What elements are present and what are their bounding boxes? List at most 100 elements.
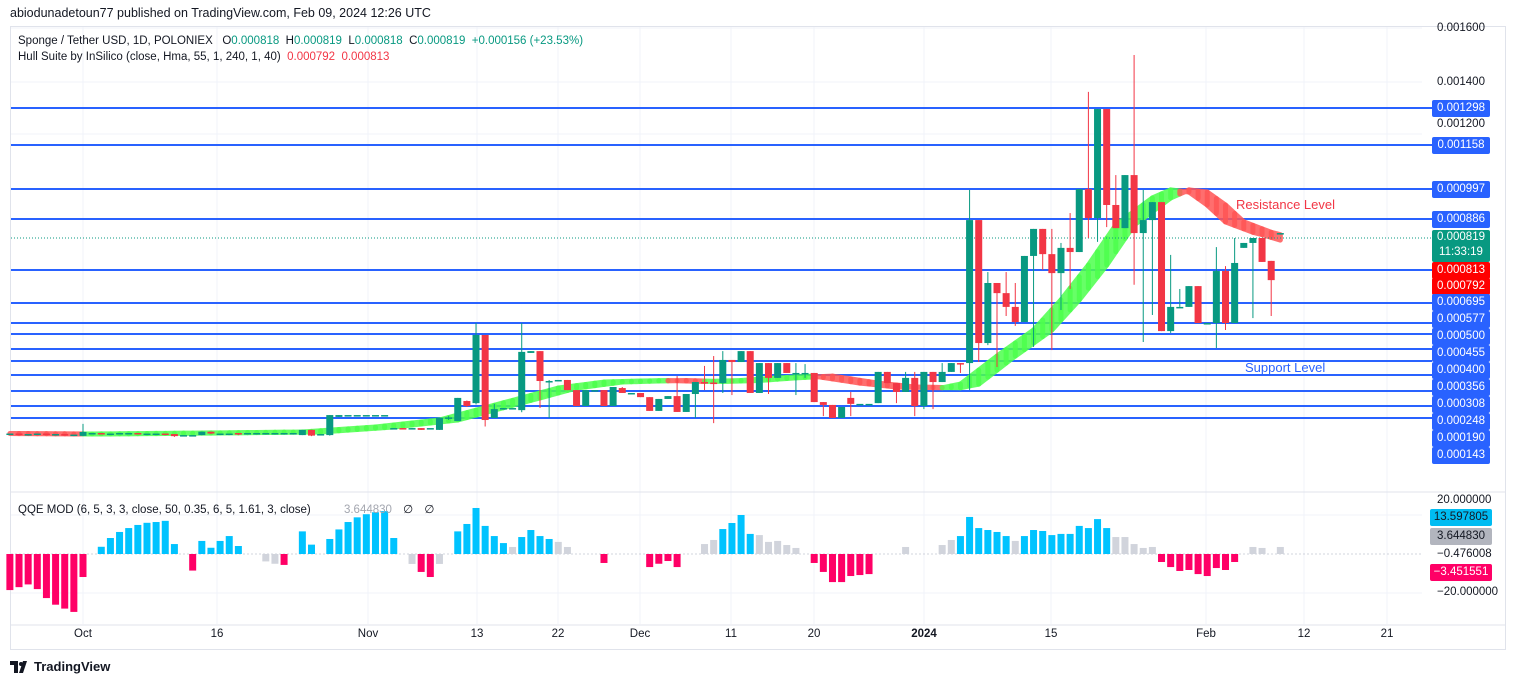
candle-down [1158,202,1166,332]
level-price-label: 0.000455 [1432,345,1490,362]
candle-up [180,435,188,437]
qqe-histogram-bar [1249,546,1257,554]
time-tick-label: 12 [1297,628,1311,640]
candle-body [792,372,800,375]
price-tick-label: 0.001400 [1437,76,1485,88]
qqe-value: 3.644830 [343,504,392,516]
qqe-histogram-bar [1231,554,1239,562]
candle-body [956,363,964,365]
candle-body [70,434,78,437]
candle-body [755,363,763,393]
candle-up [24,434,32,436]
candle-up [289,433,297,435]
candle-body [1094,109,1102,218]
qqe-histogram-bar [783,545,791,554]
candle-up [353,415,361,417]
qqe-histogram-bar [1112,537,1120,554]
level-price-label: 0.000577 [1432,311,1490,328]
candle-down [399,428,407,430]
candle-up [381,415,389,417]
candle-up [1212,247,1220,348]
candle-body [88,433,96,435]
candle-body [828,404,836,418]
qqe-name[interactable]: QQE MOD (6, 5, 3, 3, close, 50, 0.35, 6,… [18,504,311,516]
candle-down [536,351,544,409]
candle-body [947,363,955,372]
candle-down [1194,286,1202,324]
candle-down [1267,260,1275,317]
candle-down [563,379,571,391]
candle-down [234,433,242,436]
change-value: +0.000156 (+23.53%) [471,35,584,47]
candle-body [317,434,325,436]
qqe-histogram-bar [1121,537,1129,554]
candle-up [1203,323,1211,325]
candle-body [207,431,215,434]
qqe-histogram-bar [938,545,946,554]
qqe-histogram-bar [1039,530,1047,554]
candle-body [509,408,517,410]
symbol-name[interactable]: Sponge / Tether USD, 1D, POLONIEX [18,35,213,47]
qqe-histogram-bar [435,554,443,564]
qqe-histogram-bar [463,523,471,554]
candle-body [33,433,41,436]
candle-down [637,392,645,398]
candle-up [1075,189,1083,253]
candle-up [143,433,151,436]
candle-body [1039,228,1047,255]
candle-body [381,415,389,417]
qqe-histogram-bar [262,554,270,562]
qqe-histogram-bar [1212,554,1220,569]
tradingview-logo[interactable]: TradingView [10,659,110,674]
candle-down [97,433,105,435]
candle-body [408,428,416,430]
candle-down [463,400,471,408]
qqe-histogram-bar [1011,540,1019,554]
candle-down [308,429,315,437]
candle-body [143,433,151,436]
candle-body [691,382,699,395]
low-value: 0.000818 [354,35,403,47]
candle-up [682,394,690,412]
qqe-histogram-bar [646,554,654,568]
candle-up [1176,288,1184,309]
candle-up [902,371,910,392]
candle-body [1185,286,1193,307]
hull-name[interactable]: Hull Suite by InSilico (close, Hma, 55, … [18,51,281,63]
qqe-na-1: ∅ [403,504,414,516]
publish-line: abiodunadetoun77 published on TradingVie… [10,6,431,20]
candle-down [746,351,754,393]
candle-up [1249,238,1257,319]
candle-up [1231,238,1239,324]
qqe-histogram-bar [417,554,425,572]
qqe-histogram-bar [563,546,571,554]
candle-body [911,377,919,406]
candle-body [1158,202,1166,332]
candle-body [490,409,498,418]
candle-up [920,371,928,410]
candle-up [509,408,517,410]
candle-up [874,371,882,404]
last-price-label: 0.000819 11:33:19 [1432,230,1490,262]
time-tick-label: 15 [1044,628,1058,640]
candle-body [801,372,809,375]
candle-up [445,416,453,421]
qqe-histogram-bar [362,514,370,554]
candle-up [774,363,782,378]
candle-body [6,433,14,436]
candle-down [42,433,50,436]
candle-body [746,351,754,393]
level-price-label: 0.000500 [1432,328,1490,345]
candle-body [481,334,489,421]
qqe-histogram-bar [6,554,14,591]
candle-body [1121,175,1129,229]
level-price-label: 0.000308 [1432,396,1490,413]
candle-body [472,334,480,404]
candle-up [947,363,955,372]
candle-down [600,390,608,406]
candle-body [15,433,23,436]
qqe-histogram-bar [737,515,745,554]
qqe-histogram-bar [1002,536,1010,554]
candle-up [371,415,379,417]
